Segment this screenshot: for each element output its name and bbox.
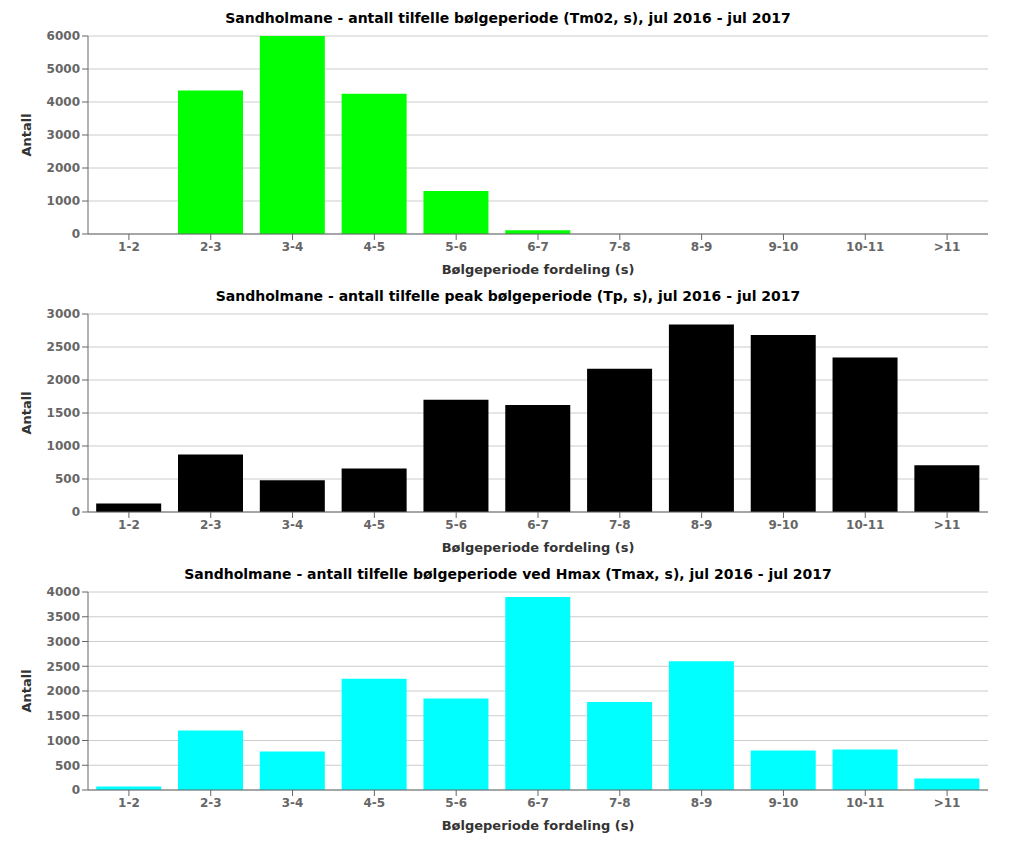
svg-text:8-9: 8-9: [691, 240, 713, 254]
svg-text:Antall: Antall: [19, 391, 34, 434]
svg-text:>11: >11: [934, 518, 961, 532]
svg-text:3-4: 3-4: [282, 240, 304, 254]
svg-text:2-3: 2-3: [200, 240, 222, 254]
svg-text:Bølgeperiode fordeling (s): Bølgeperiode fordeling (s): [442, 262, 635, 277]
svg-text:5-6: 5-6: [445, 518, 467, 532]
svg-text:0: 0: [72, 783, 80, 797]
svg-text:9-10: 9-10: [768, 796, 798, 810]
svg-text:5-6: 5-6: [445, 240, 467, 254]
svg-text:8-9: 8-9: [691, 796, 713, 810]
svg-text:2000: 2000: [47, 373, 80, 387]
svg-text:3-4: 3-4: [282, 518, 304, 532]
svg-text:2500: 2500: [47, 340, 80, 354]
svg-text:7-8: 7-8: [609, 240, 631, 254]
svg-text:1000: 1000: [47, 734, 80, 748]
svg-text:10-11: 10-11: [846, 240, 884, 254]
svg-text:1000: 1000: [47, 194, 80, 208]
svg-text:1000: 1000: [47, 439, 80, 453]
svg-text:5000: 5000: [47, 62, 80, 76]
svg-text:4000: 4000: [47, 585, 80, 599]
html-text:Sandholmane - antall tilfelle: Sandholmane - antall tilfelle peak bølge…: [215, 288, 801, 304]
svg-text:1-2: 1-2: [118, 796, 140, 810]
svg-text:4000: 4000: [47, 95, 80, 109]
svg-text:1500: 1500: [47, 406, 80, 420]
svg-text:9-10: 9-10: [768, 518, 798, 532]
svg-text:5-6: 5-6: [445, 796, 467, 810]
svg-text:9-10: 9-10: [768, 240, 798, 254]
svg-text:Bølgeperiode fordeling (s): Bølgeperiode fordeling (s): [442, 540, 635, 555]
svg-text:6-7: 6-7: [527, 240, 549, 254]
svg-text:Bølgeperiode fordeling (s): Bølgeperiode fordeling (s): [442, 818, 635, 833]
svg-text:2000: 2000: [47, 161, 80, 175]
svg-text:3-4: 3-4: [282, 796, 304, 810]
svg-text:2-3: 2-3: [200, 518, 222, 532]
svg-text:>11: >11: [934, 240, 961, 254]
svg-text:3000: 3000: [47, 307, 80, 321]
svg-text:Antall: Antall: [19, 669, 34, 712]
svg-text:Antall: Antall: [19, 113, 34, 156]
svg-text:4-5: 4-5: [364, 240, 386, 254]
svg-text:6000: 6000: [47, 29, 80, 43]
svg-text:500: 500: [55, 759, 80, 773]
svg-text:0: 0: [72, 227, 80, 241]
svg-text:3000: 3000: [47, 635, 80, 649]
svg-text:2000: 2000: [47, 684, 80, 698]
svg-text:2500: 2500: [47, 660, 80, 674]
svg-text:2-3: 2-3: [200, 796, 222, 810]
svg-text:6-7: 6-7: [527, 518, 549, 532]
svg-text:4-5: 4-5: [364, 796, 386, 810]
svg-text:8-9: 8-9: [691, 518, 713, 532]
svg-text:>11: >11: [934, 796, 961, 810]
svg-text:7-8: 7-8: [609, 518, 631, 532]
svg-text:7-8: 7-8: [609, 796, 631, 810]
svg-text:500: 500: [55, 472, 80, 486]
html-text:Sandholmane - antall tilfelle: Sandholmane - antall tilfelle bølgeperio…: [184, 566, 832, 582]
svg-text:1500: 1500: [47, 709, 80, 723]
svg-text:4-5: 4-5: [364, 518, 386, 532]
svg-text:10-11: 10-11: [846, 796, 884, 810]
svg-text:3500: 3500: [47, 610, 80, 624]
svg-text:6-7: 6-7: [527, 796, 549, 810]
html-text:Sandholmane - antall tilfelle: Sandholmane - antall tilfelle bølgeperio…: [225, 10, 791, 26]
svg-text:3000: 3000: [47, 128, 80, 142]
svg-text:1-2: 1-2: [118, 240, 140, 254]
svg-text:0: 0: [72, 505, 80, 519]
svg-text:1-2: 1-2: [118, 518, 140, 532]
svg-text:10-11: 10-11: [846, 518, 884, 532]
